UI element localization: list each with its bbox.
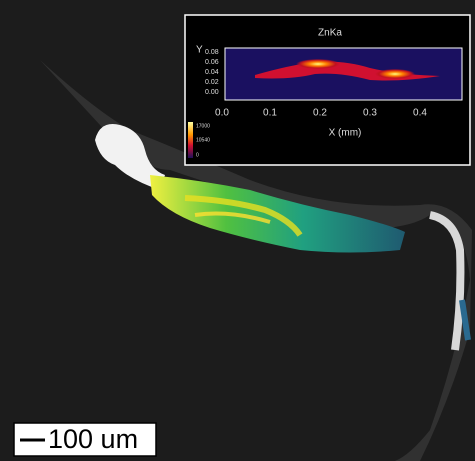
- x-tick-label: 0.4: [413, 108, 427, 119]
- x-tick-label: 0.3: [363, 108, 377, 119]
- y-tick-label: 0.00: [205, 89, 219, 96]
- inset: ZnKa Y 0.08 0.06 0.04 0.02 0.00 0.0 0.1 …: [185, 15, 470, 165]
- y-tick-label: 0.02: [205, 79, 219, 86]
- x-axis-label: X (mm): [329, 128, 362, 139]
- colorbar-label: 0: [196, 152, 199, 158]
- y-tick-label: 0.08: [205, 49, 219, 56]
- inset-title: ZnKa: [318, 28, 342, 39]
- x-tick-label: 0.1: [263, 108, 277, 119]
- colorbar: [188, 122, 193, 158]
- y-tick-label: 0.06: [205, 59, 219, 66]
- y-tick-label: 0.04: [205, 69, 219, 76]
- heat-hotspot: [375, 69, 415, 79]
- micrograph: ZnKa Y 0.08 0.06 0.04 0.02 0.00 0.0 0.1 …: [0, 0, 475, 461]
- x-tick-label: 0.0: [215, 108, 229, 119]
- scale-bar-label: 100 um: [48, 424, 138, 454]
- y-axis-label: Y: [196, 45, 203, 56]
- x-tick-label: 0.2: [313, 108, 327, 119]
- heat-hotspot: [296, 59, 340, 69]
- colorbar-label: 10540: [196, 137, 210, 143]
- colorbar-label: 17000: [196, 123, 210, 129]
- scale-bar: 100 um: [14, 423, 156, 456]
- page: {"inset": {"title": "ZnKa", "y_label": "…: [0, 0, 475, 461]
